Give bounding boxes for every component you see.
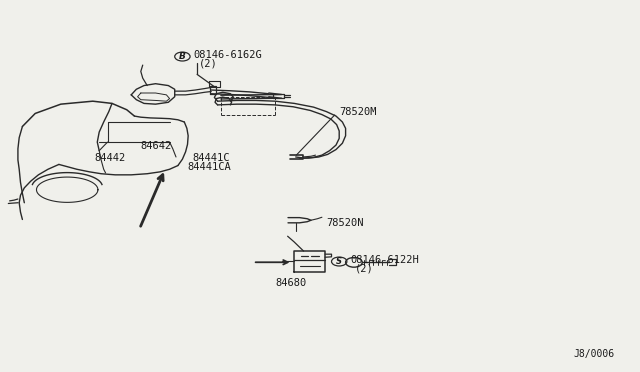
Text: (2): (2) [198,58,217,68]
Text: 84642: 84642 [141,141,172,151]
Text: 08146-6122H: 08146-6122H [350,256,419,265]
Text: 84442: 84442 [95,153,126,163]
Text: B: B [179,52,186,61]
Text: 84441C: 84441C [192,154,230,163]
Text: 84680: 84680 [276,278,307,288]
Text: 84441CA: 84441CA [188,162,231,171]
Text: 08146-6162G: 08146-6162G [193,51,262,60]
Text: J8/0006: J8/0006 [573,349,614,359]
Text: S: S [336,257,342,266]
Text: (2): (2) [355,263,374,273]
Text: 78520M: 78520M [339,107,377,116]
Text: 78520N: 78520N [326,218,364,228]
